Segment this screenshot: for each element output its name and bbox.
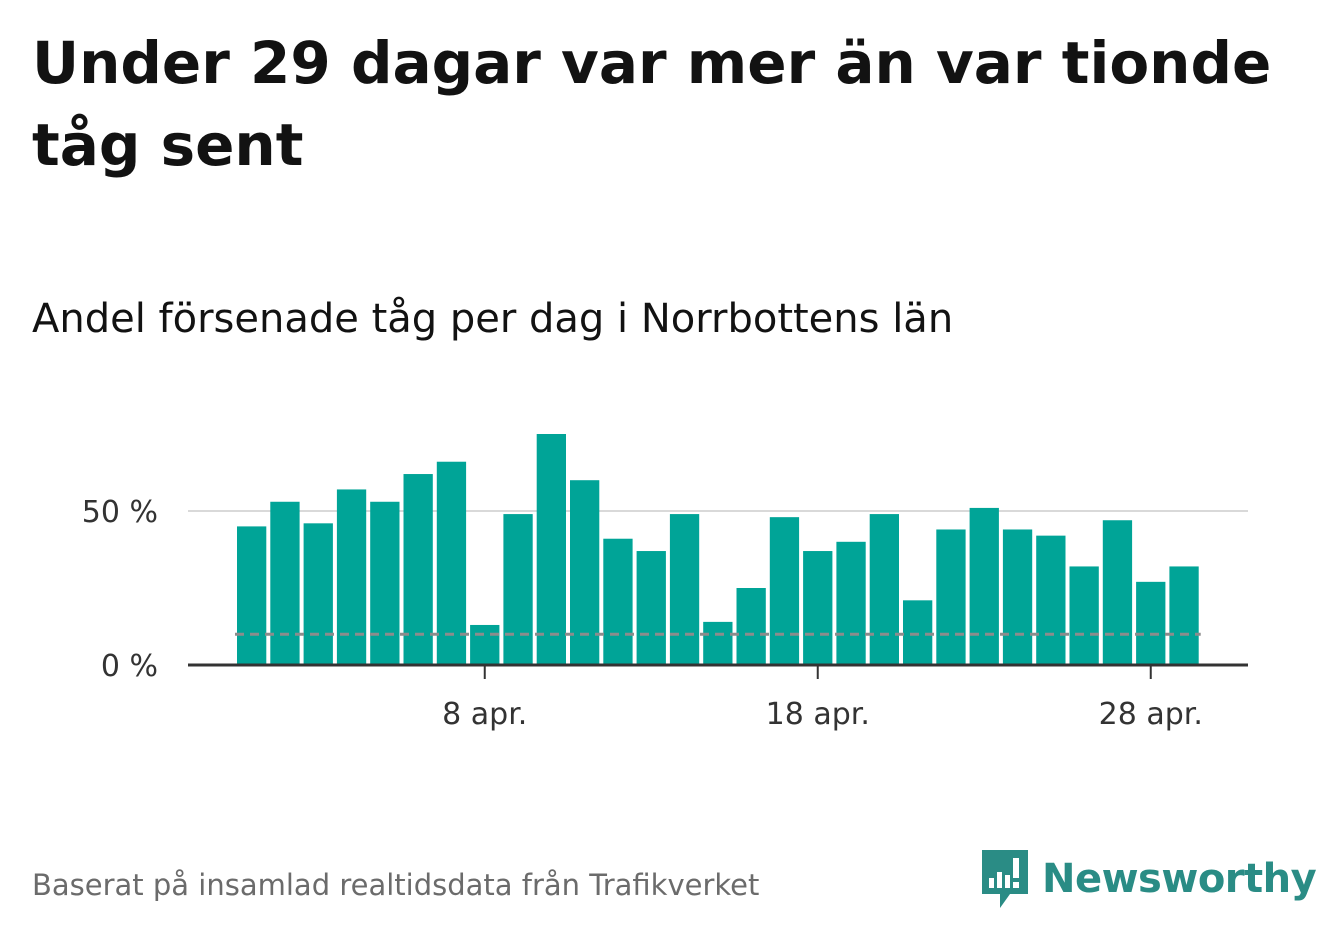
bar xyxy=(903,600,933,665)
bar xyxy=(403,474,433,665)
bar xyxy=(803,551,833,665)
brand-logo: Newsworthy xyxy=(980,848,1317,910)
bar xyxy=(936,529,966,665)
bar xyxy=(636,551,666,665)
brand-name: Newsworthy xyxy=(1042,856,1317,902)
bar xyxy=(370,501,400,665)
y-tick-label: 50 % xyxy=(82,495,158,530)
newsworthy-logo-icon xyxy=(982,850,1028,908)
bar xyxy=(1136,581,1166,665)
bar xyxy=(470,624,500,665)
bar xyxy=(869,514,899,665)
bar xyxy=(336,489,367,665)
x-tick-label: 8 apr. xyxy=(442,697,527,732)
y-tick-label: 0 % xyxy=(101,649,158,684)
source-note: Baserat på insamlad realtidsdata från Tr… xyxy=(32,868,760,902)
bar xyxy=(836,541,866,665)
bar xyxy=(536,434,566,665)
bar xyxy=(703,621,733,665)
bar xyxy=(603,538,633,665)
bar xyxy=(769,517,800,665)
bar xyxy=(303,523,333,665)
bar xyxy=(669,514,700,665)
bar xyxy=(503,514,533,665)
bar xyxy=(436,461,467,665)
bar xyxy=(736,588,766,665)
bar xyxy=(237,526,267,665)
bar xyxy=(1002,529,1033,665)
bar-chart: 0 % 50 % 8 apr. 18 apr. 28 apr. xyxy=(82,434,1248,732)
bar xyxy=(270,501,300,665)
bar xyxy=(969,507,999,665)
bar xyxy=(1102,520,1133,665)
bar xyxy=(1036,535,1066,665)
chart-subtitle: Andel försenade tåg per dag i Norrbotten… xyxy=(32,296,954,342)
chart-title: Under 29 dagar var mer än var tionde tåg… xyxy=(32,29,1272,179)
bar xyxy=(570,480,600,665)
bar xyxy=(1169,566,1199,665)
bar xyxy=(1069,566,1099,665)
x-tick-label: 28 apr. xyxy=(1099,697,1203,732)
x-tick-label: 18 apr. xyxy=(766,697,870,732)
axes: 0 % 50 % 8 apr. 18 apr. 28 apr. xyxy=(82,495,1248,732)
bars xyxy=(237,434,1199,665)
